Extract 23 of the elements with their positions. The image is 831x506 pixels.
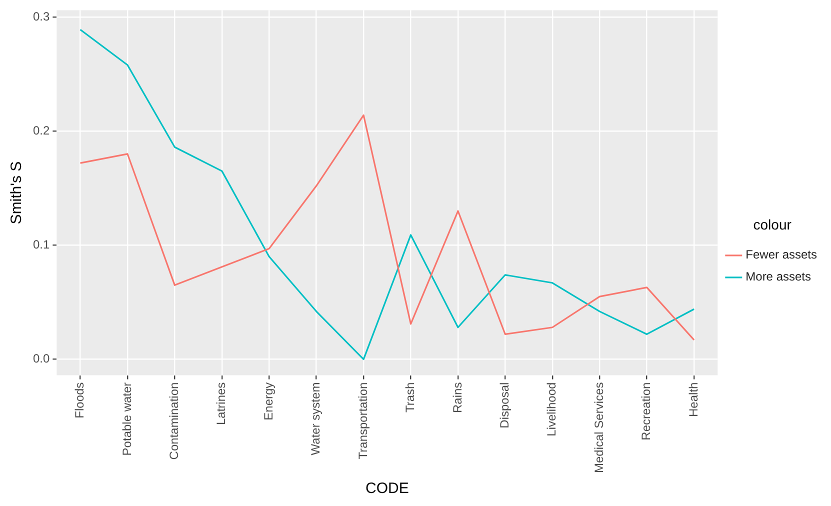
legend-label: Fewer assets [746,248,818,262]
y-tick-label: 0.3 [32,9,50,24]
legend-title: colour [753,216,792,232]
x-tick-label: Health [686,382,700,417]
x-tick-label: Livelihood [544,382,559,436]
x-tick-label: Trash [403,382,418,413]
x-tick-label: Potable water [120,382,134,456]
x-tick-label: Floods [72,382,87,418]
x-tick-label: Rains [450,382,464,413]
y-tick-label: 0.1 [32,238,50,252]
x-tick-label: Medical Services [592,382,606,474]
x-tick-label: Contamination [167,382,182,460]
x-axis-title: CODE [365,480,409,498]
x-tick-label: Disposal [498,382,512,428]
x-tick-label: Latrines [214,382,228,426]
y-tick-label: 0.0 [32,352,50,366]
y-tick-label: 0.2 [32,123,50,138]
y-axis-title: Smith's S [8,161,26,224]
x-tick-label: Recreation [639,382,654,440]
x-tick-label: Energy [261,382,276,420]
x-tick-label: Water system [308,382,323,456]
x-tick-label: Transportation [356,382,370,460]
legend-label: More assets [746,270,812,284]
